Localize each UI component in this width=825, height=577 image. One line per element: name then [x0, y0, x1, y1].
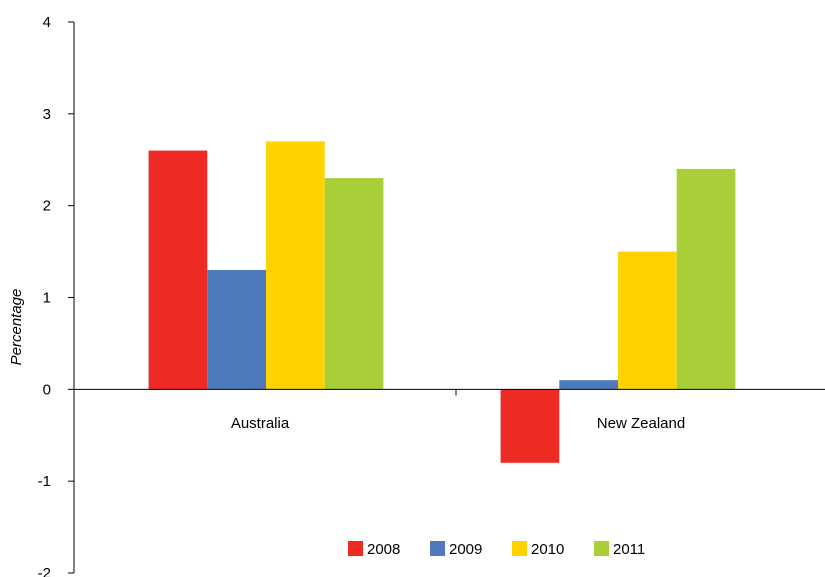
legend-label-2010: 2010 [531, 541, 564, 558]
y-axis-title: Percentage [8, 289, 25, 366]
bar-new-zealand-2011 [676, 168, 736, 390]
bar-australia-2010 [266, 141, 325, 390]
bar-new-zealand-2010 [618, 251, 677, 390]
x-category-label: Australia [231, 415, 290, 432]
legend-swatch-2009 [430, 541, 445, 556]
legend-swatch-2008 [348, 541, 363, 556]
y-tick-label: 4 [43, 14, 51, 31]
y-tick-label: 3 [43, 106, 51, 123]
legend: 2008 2009 2010 2011 [348, 541, 645, 558]
axes-group: -2 -1 0 1 2 3 4 Australia New Zealand [38, 14, 825, 577]
y-tick-label: 0 [43, 381, 51, 398]
y-tick-label: 2 [43, 198, 51, 215]
bar-australia-2008 [148, 150, 208, 390]
legend-label-2011: 2011 [613, 541, 645, 558]
x-category-label: New Zealand [597, 415, 685, 432]
legend-label-2008: 2008 [367, 541, 400, 558]
bar-new-zealand-2009 [559, 380, 618, 390]
bar-new-zealand-2008 [500, 389, 560, 463]
legend-swatch-2010 [512, 541, 527, 556]
legend-label-2009: 2009 [449, 541, 482, 558]
legend-swatch-2011 [594, 541, 609, 556]
y-tick-label: 1 [43, 290, 51, 307]
y-tick-label: -2 [38, 565, 51, 577]
bar-australia-2009 [207, 269, 266, 390]
y-tick-label: -1 [38, 473, 51, 490]
bar-australia-2011 [324, 178, 384, 390]
bars-group [148, 141, 736, 463]
